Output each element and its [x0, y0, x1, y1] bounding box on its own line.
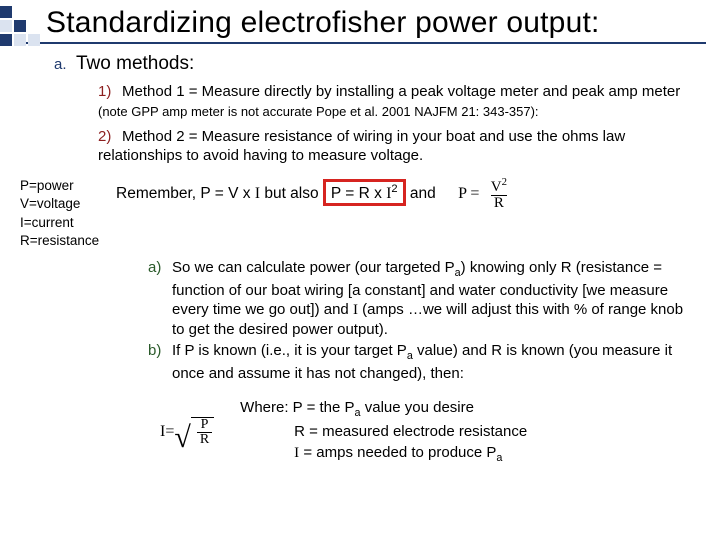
section-a: a.Two methods: [54, 52, 700, 76]
where-l3-sub: a [496, 452, 502, 464]
method-1-main: Method 1 = Measure directly by installin… [122, 83, 680, 100]
marker-1: 1) [98, 82, 122, 101]
marker-sub-a: a) [148, 258, 172, 277]
def-i: I=current [20, 214, 110, 232]
marker-a: a. [54, 55, 76, 74]
method-2: 2)Method 2 = Measure resistance of wirin… [98, 127, 700, 165]
sqrt-num: P [198, 418, 212, 432]
where-text: Where: P = the Pa value you desire R = m… [240, 397, 527, 466]
marker-2: 2) [98, 127, 122, 146]
content-body: a.Two methods: 1)Method 1 = Measure dire… [0, 44, 720, 467]
frac-num: V2 [488, 177, 510, 195]
def-p: P=power [20, 177, 110, 195]
method-2-body: Method 2 = Measure resistance of wiring … [98, 128, 625, 164]
section-a-text: Two methods: [76, 53, 194, 74]
remember-and: and [410, 185, 436, 202]
boxed-pre: P = R x [331, 185, 386, 202]
corner-decoration [0, 6, 40, 46]
where-block: I = √ P R Where: P = the Pa value you de… [20, 397, 700, 466]
boxed-formula: P = R x I2 [323, 179, 406, 206]
sqrt-formula: I = √ P R [160, 417, 214, 447]
sub-b-body: If P is known (i.e., it is your target P… [172, 341, 696, 383]
frac-den: R [491, 195, 507, 211]
remember-row: P=power V=voltage I=current R=resistance… [20, 177, 700, 250]
where-line3: I = amps needed to produce Pa [240, 442, 527, 466]
sqrt-symbol: √ [174, 429, 190, 447]
marker-sub-b: b) [148, 341, 172, 360]
def-v: V=voltage [20, 195, 110, 213]
fraction-v2r: V2 R [488, 177, 510, 211]
side-definitions: P=power V=voltage I=current R=resistance [20, 177, 116, 250]
method-1: 1)Method 1 = Measure directly by install… [98, 82, 700, 120]
sub-item-a: a)So we can calculate power (our targete… [148, 258, 700, 339]
where-line1: Where: P = the Pa value you desire [240, 397, 527, 421]
sub-item-b: b)If P is known (i.e., it is your target… [148, 341, 700, 383]
where-l1b: value you desire [361, 399, 474, 416]
sqrt-den: R [197, 432, 212, 447]
boxed-sup: 2 [391, 183, 397, 195]
page-title: Standardizing electrofisher power output… [46, 6, 720, 40]
frac-v: V [491, 179, 502, 195]
p-equals: P = [458, 185, 479, 202]
method-1-body: Method 1 = Measure directly by installin… [98, 83, 680, 119]
remember-body: Remember, P = V x I but also P = R x I2 … [116, 177, 700, 211]
sub-a-t1: So we can calculate power (our targeted … [172, 259, 455, 276]
sub-a-body: So we can calculate power (our targeted … [172, 258, 696, 339]
where-line2: R = measured electrode resistance [240, 421, 527, 442]
where-l3b: = amps needed to produce P [299, 444, 496, 461]
sqrt-eq: = [165, 422, 174, 442]
sqrt-content: P R [191, 417, 214, 447]
method-1-note: (note GPP amp meter is not accurate Pope… [98, 104, 539, 119]
where-l1a: Where: P = the P [240, 399, 354, 416]
remember-mid: but also [260, 185, 323, 202]
frac-sup: 2 [502, 176, 507, 188]
def-r: R=resistance [20, 232, 110, 250]
sub-b-t1: If P is known (i.e., it is your target P [172, 342, 407, 359]
remember-lead: Remember, P = V x [116, 185, 255, 202]
